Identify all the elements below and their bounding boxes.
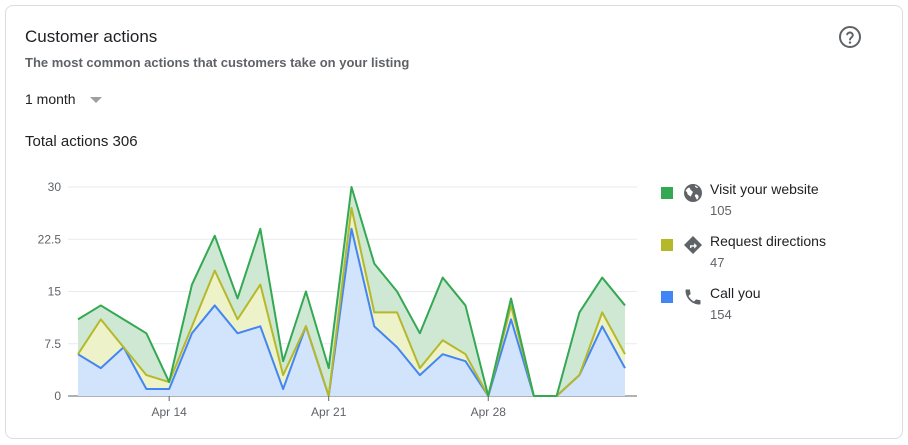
card-subtitle: The most common actions that customers t…: [25, 55, 410, 70]
legend-value: 47: [710, 255, 725, 270]
y-tick-label: 7.5: [44, 337, 61, 351]
phone-icon: [683, 287, 703, 307]
legend-swatch: [661, 239, 673, 251]
legend-swatch: [661, 187, 673, 199]
legend-item-website[interactable]: Visit your website 105: [661, 181, 861, 233]
x-tick-label: Apr 14: [151, 405, 187, 419]
period-selector[interactable]: 1 month: [25, 91, 102, 107]
x-tick-label: Apr 21: [311, 405, 347, 419]
legend-item-call[interactable]: Call you 154: [661, 285, 861, 337]
x-tick-label: Apr 28: [471, 405, 507, 419]
y-tick-label: 22.5: [38, 232, 62, 246]
y-tick-label: 0: [54, 389, 61, 403]
line-website: [77, 186, 626, 397]
globe-icon: [683, 183, 703, 203]
chart-legend: Visit your website 105 Request direction…: [661, 181, 861, 337]
help-circle-icon[interactable]: [838, 25, 862, 49]
y-tick-label: 15: [48, 285, 62, 299]
total-actions: Total actions 306: [25, 133, 138, 150]
card-title: Customer actions: [25, 27, 158, 46]
legend-item-directions[interactable]: Request directions 47: [661, 233, 861, 285]
legend-swatch: [661, 291, 673, 303]
chart-ticks: 30 22.5 15 7.5 0 Apr 14 Apr 21 Apr 28: [38, 180, 507, 419]
legend-value: 105: [710, 203, 732, 218]
directions-icon: [683, 235, 703, 255]
legend-label: Call you: [710, 285, 761, 301]
legend-label: Visit your website: [710, 181, 819, 197]
area-call: [78, 228, 625, 396]
y-tick-label: 30: [48, 180, 62, 194]
chart-lines: [77, 186, 626, 397]
legend-label: Request directions: [710, 233, 826, 249]
caret-down-icon: [89, 97, 102, 103]
period-selector-value: 1 month: [25, 91, 76, 107]
legend-value: 154: [710, 307, 732, 322]
chart-areas: [78, 187, 625, 396]
